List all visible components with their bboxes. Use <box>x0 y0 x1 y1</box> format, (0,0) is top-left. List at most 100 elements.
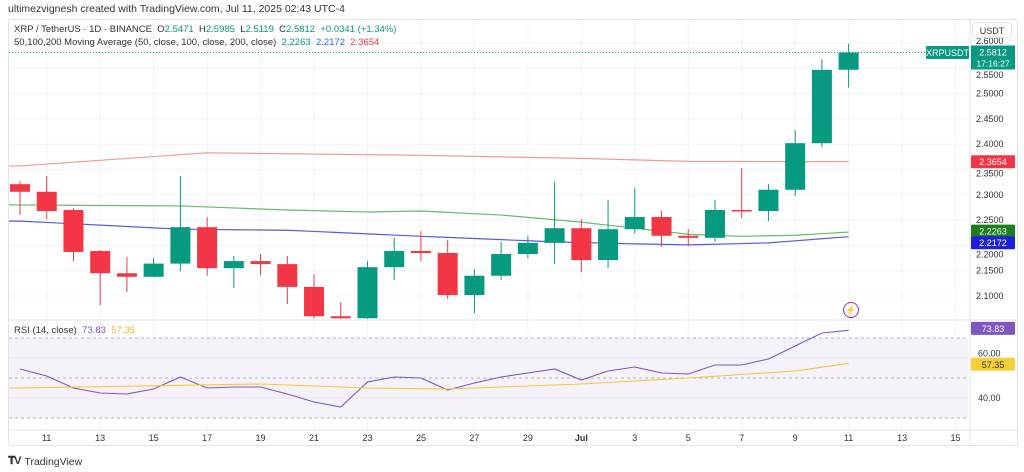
candle-body <box>838 52 859 70</box>
candle-jun-20[interactable] <box>277 256 298 305</box>
candle-jun-11[interactable] <box>36 176 57 220</box>
candle-jul-1[interactable] <box>571 219 592 273</box>
ma-title[interactable]: 50,100,200 Moving Average (50, close, 10… <box>14 37 277 48</box>
candle-jun-29[interactable] <box>517 235 538 259</box>
candle-jun-14[interactable] <box>116 257 137 292</box>
candle-jun-15[interactable] <box>143 258 164 278</box>
date-tick-label: 3 <box>632 433 637 443</box>
rsi-badge-bg <box>971 321 1015 335</box>
candle-body <box>651 217 672 236</box>
candle-jul-5[interactable] <box>678 229 699 246</box>
candle-jun-23[interactable] <box>357 261 378 319</box>
candle-body <box>357 267 378 319</box>
change-value: +0.0341 (+1.34%) <box>320 24 397 35</box>
ma200-line <box>9 152 849 167</box>
candle-jul-2[interactable] <box>598 199 619 269</box>
candle-jun-27[interactable] <box>464 269 485 314</box>
candle-body <box>277 264 298 287</box>
candle-body <box>624 217 645 230</box>
price-tick-label: 2.6000 <box>976 36 1004 46</box>
price-tick-label: 2.3500 <box>976 169 1004 179</box>
candle-body <box>36 191 57 211</box>
lightning-icon[interactable]: ⚡ <box>843 302 859 318</box>
candle-jun-18[interactable] <box>223 256 244 288</box>
footer-brand[interactable]: TradingView <box>24 455 83 468</box>
candle-jul-11[interactable] <box>838 43 859 88</box>
candle-body <box>464 275 485 295</box>
price-tick-label: 2.1500 <box>976 266 1004 276</box>
rsi-band <box>9 338 968 418</box>
candle-jul-8[interactable] <box>758 184 779 222</box>
candle-jun-19[interactable] <box>250 254 271 276</box>
rsi-value: 73.83 <box>82 325 106 336</box>
close-value: 2.5812 <box>286 24 316 35</box>
high-value: 2.5985 <box>205 24 235 35</box>
candle-body <box>491 254 512 276</box>
candle-jun-16[interactable] <box>170 176 191 272</box>
date-tick-label: 5 <box>686 433 691 443</box>
symbol-badge-bg <box>926 46 969 60</box>
candle-body <box>811 69 832 144</box>
candle-body <box>330 316 351 319</box>
candle-jun-28[interactable] <box>491 241 512 280</box>
date-tick-label: 27 <box>469 433 479 443</box>
price-tick-label: 2.2500 <box>976 215 1004 225</box>
candle-jun-12[interactable] <box>63 207 84 262</box>
candle-body <box>384 250 405 268</box>
open-value: 2.5471 <box>164 24 194 35</box>
ma100-badge: 2.2172 <box>979 238 1007 248</box>
currency-selector[interactable]: USDT <box>972 22 1012 38</box>
price-tick-label: 2.1000 <box>976 291 1004 301</box>
candle-body <box>571 228 592 261</box>
date-tick-label: 29 <box>523 433 533 443</box>
candle-jun-22[interactable] <box>330 302 351 319</box>
last-price-badge-bg <box>971 45 1015 70</box>
candle-jun-10[interactable] <box>10 181 30 216</box>
candle-body <box>758 189 779 211</box>
candle-jul-7[interactable] <box>731 167 752 219</box>
candle-jul-10[interactable] <box>811 59 832 148</box>
date-tick-label: 21 <box>309 433 319 443</box>
date-tick-label: 9 <box>793 433 798 443</box>
rsi-tick-label: 60.00 <box>978 348 1001 358</box>
candle-body <box>678 235 699 238</box>
candle-jul-3[interactable] <box>624 187 645 234</box>
ma100-value: 2.2172 <box>315 37 345 48</box>
candle-body <box>785 143 806 190</box>
candle-body <box>544 228 565 243</box>
price-tick-label: 2.5000 <box>976 89 1004 99</box>
candle-body <box>517 242 538 255</box>
candle-jun-13[interactable] <box>90 249 111 306</box>
candle-body <box>437 252 458 295</box>
price-tick-label: 2.2000 <box>976 250 1004 260</box>
date-tick-label: 25 <box>416 433 426 443</box>
candle-jun-30[interactable] <box>544 182 565 265</box>
candle-jun-24[interactable] <box>384 237 405 280</box>
candle-jun-17[interactable] <box>197 217 218 276</box>
date-tick-label: 15 <box>149 433 159 443</box>
chart-credit: ultimezvignesh created with TradingView.… <box>8 3 345 15</box>
ma50-value: 2.2263 <box>281 37 311 48</box>
candle-jun-26[interactable] <box>437 239 458 300</box>
candle-body <box>410 250 431 253</box>
candle-jun-21[interactable] <box>304 274 325 319</box>
candle-jun-25[interactable] <box>410 231 431 262</box>
candle-jul-4[interactable] <box>651 210 672 247</box>
date-tick-label: 13 <box>95 433 105 443</box>
date-tick-label: 11 <box>42 433 51 443</box>
candle-jul-9[interactable] <box>785 130 806 196</box>
chart-frame <box>8 19 1018 446</box>
date-tick-label: Jul <box>575 433 588 443</box>
symbol-title[interactable]: XRP / TetherUS · 1D · BINANCE <box>14 24 152 35</box>
candle-body <box>10 184 30 192</box>
rsi-title[interactable]: RSI (14, close) <box>14 325 77 336</box>
candle-body <box>223 261 244 269</box>
candle-body <box>170 227 191 264</box>
open-label: O <box>157 24 165 35</box>
rsi-tick-label: 40.00 <box>978 393 1001 403</box>
tradingview-logo-icon: 𝐓V <box>8 455 21 467</box>
close-label: C <box>279 24 287 35</box>
candle-jul-6[interactable] <box>704 199 725 242</box>
date-tick-label: 15 <box>951 433 961 443</box>
